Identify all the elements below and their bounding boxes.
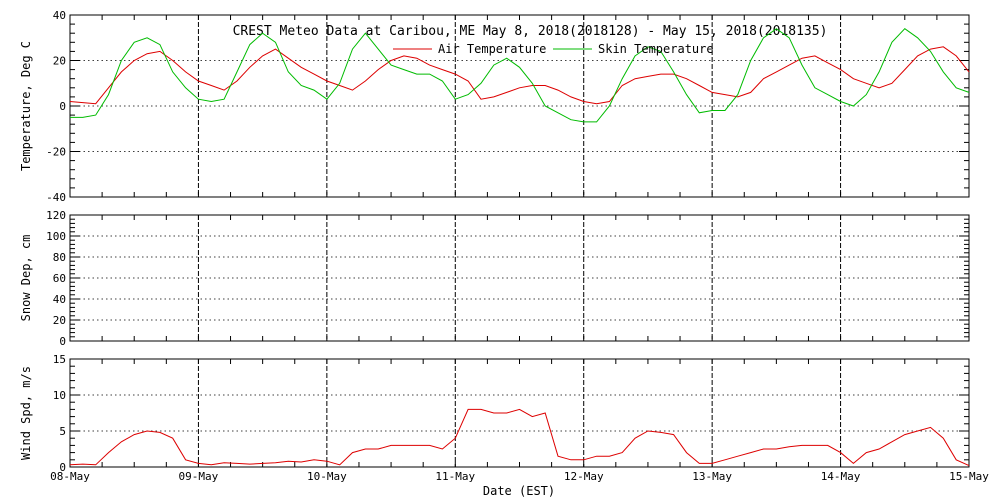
x-axis-label: Date (EST) [483, 484, 555, 498]
y-tick-label: 20 [53, 55, 66, 68]
panel-1: -40 -20 0 20 40 Temperature, Deg C [19, 9, 970, 204]
y-tick-label: 10 [53, 389, 66, 402]
y-tick-label: 100 [46, 230, 66, 243]
x-tick-label: 15-May [949, 470, 989, 483]
y-axis-label: Wind Spd, m/s [19, 366, 33, 460]
legend-label: Air Temperature [438, 42, 546, 56]
y-axis-label: Temperature, Deg C [19, 41, 33, 171]
series-line-air-temperature [69, 46, 970, 105]
plot-frame [69, 14, 970, 198]
series-line-skin-temperature [70, 28, 970, 123]
chart-panels: -40 -20 0 20 40 Temperature, Deg C 0 20 40 60 80 10… [19, 9, 989, 483]
y-tick-label: 40 [53, 9, 66, 22]
plot-frame [69, 358, 970, 468]
plot-frame [69, 214, 970, 342]
x-tick-label: 10-May [307, 470, 347, 483]
y-tick-label: 20 [53, 314, 66, 327]
x-tick-label: 12-May [564, 470, 604, 483]
y-axis-label: Snow Dep, cm [19, 235, 33, 322]
y-tick-label: 0 [59, 461, 66, 474]
y-tick-label: 0 [59, 100, 66, 113]
y-tick-label: 60 [53, 272, 66, 285]
y-tick-label: -20 [46, 146, 66, 159]
y-tick-label: 80 [53, 251, 66, 264]
y-tick-label: 0 [59, 335, 66, 348]
panel-2: 0 20 40 60 80 100 120 Snow Dep, cm [19, 209, 970, 348]
y-tick-label: 120 [46, 209, 66, 222]
x-tick-label: 09-May [179, 470, 219, 483]
chart-title: CREST Meteo Data at Caribou, ME May 8, 2… [233, 24, 828, 39]
legend: Air Temperature Skin Temperature [393, 42, 714, 56]
series-line-wind-speed [69, 408, 970, 467]
x-tick-label: 08-May [50, 470, 90, 483]
y-tick-label: 15 [53, 353, 66, 366]
y-tick-label: -40 [46, 191, 66, 204]
x-tick-label: 11-May [435, 470, 475, 483]
panel-3: 0 5 10 15 Wind Spd, m/s 08-May 09-May 10-May 11-… [19, 353, 989, 483]
y-tick-label: 40 [53, 293, 66, 306]
x-tick-label: 13-May [692, 470, 732, 483]
y-tick-label: 5 [59, 425, 66, 438]
legend-label: Skin Temperature [598, 42, 714, 56]
x-tick-label: 14-May [821, 470, 861, 483]
